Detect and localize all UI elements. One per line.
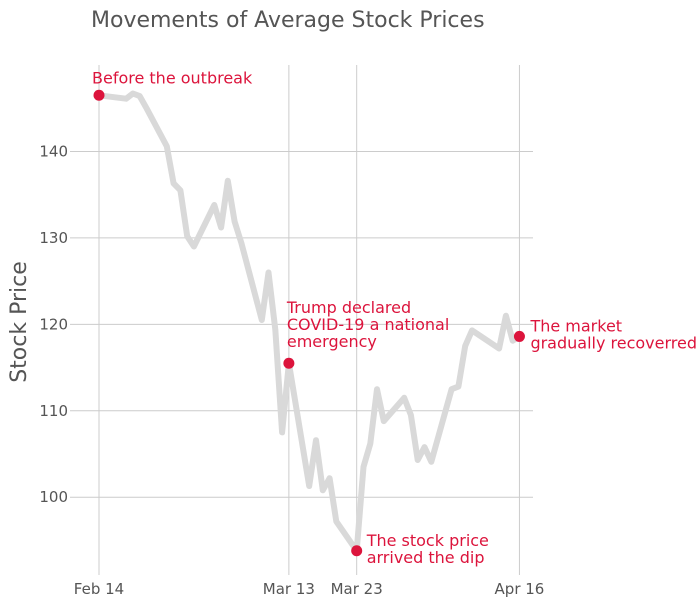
annotation-point xyxy=(351,545,363,557)
x-tick-label: Apr 16 xyxy=(495,580,545,598)
annotation-label: Trump declared COVID-19 a national emergen… xyxy=(286,298,449,351)
annotation-label: Before the outbreak xyxy=(92,68,253,87)
annotation-point xyxy=(513,330,525,342)
y-axis-label: Stock Price xyxy=(7,261,32,383)
annotation-point xyxy=(93,89,105,101)
y-tick-label: 130 xyxy=(39,229,68,247)
x-tick-label: Mar 13 xyxy=(263,580,315,598)
series-line xyxy=(96,90,523,554)
grid-layer xyxy=(70,65,533,575)
x-tick-label: Mar 23 xyxy=(331,580,383,598)
annotation-label: The market gradually recoverred xyxy=(529,316,697,352)
y-tick-label: 100 xyxy=(39,488,68,506)
line-layer xyxy=(96,90,523,554)
y-tick-label: 110 xyxy=(39,402,68,420)
y-tick-label: 140 xyxy=(39,142,68,160)
y-tick-label: 120 xyxy=(39,315,68,333)
x-tick-label: Feb 14 xyxy=(74,580,124,598)
annotation-point xyxy=(283,357,295,369)
chart-title: Movements of Average Stock Prices xyxy=(91,8,485,33)
annotation-label: The stock price arrived the dip xyxy=(366,531,489,567)
annotation-layer: Before the outbreak Trump declared COVID-1… xyxy=(92,68,697,567)
tick-layer: 100 110 120 130 140 Feb 14 Mar 13 Mar 23 Apr 16 xyxy=(39,142,544,598)
